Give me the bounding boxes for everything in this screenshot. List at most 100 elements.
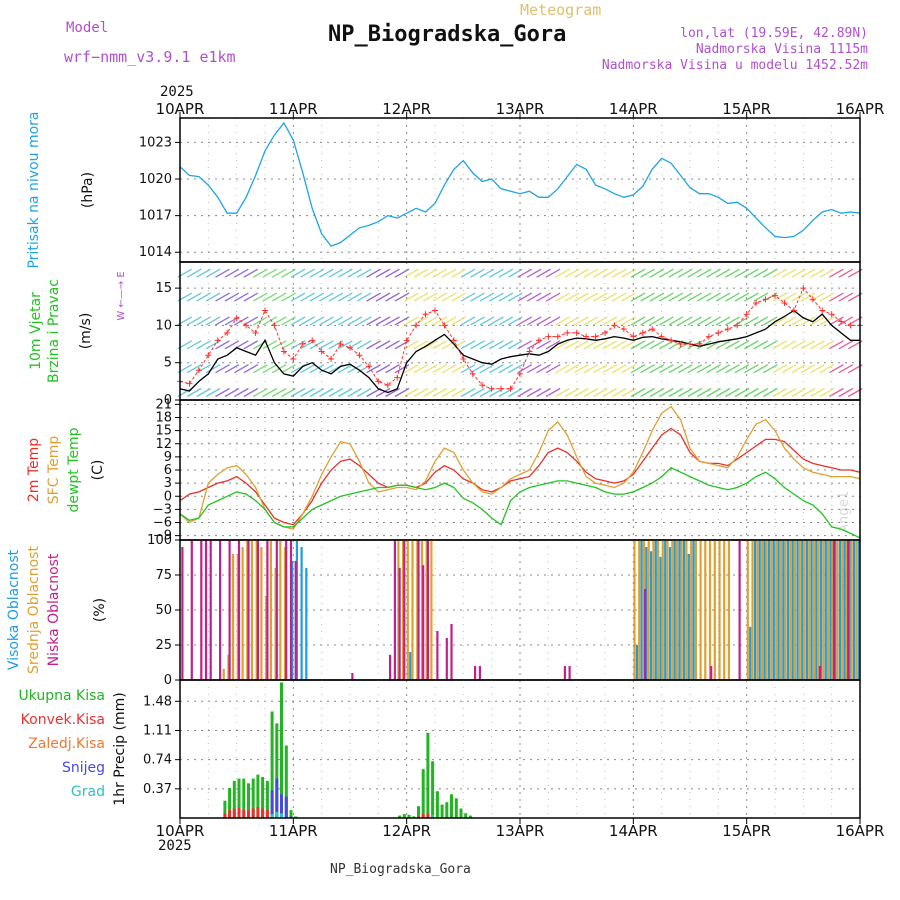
y-axis-label: SFC Temp [46, 436, 62, 505]
y-tick-label: 100 [147, 533, 172, 548]
bar-clouds [834, 540, 837, 680]
wind-barb [337, 268, 353, 278]
wind-barb [205, 268, 221, 278]
wind-barb [677, 292, 693, 302]
cloud-panel [175, 539, 861, 681]
wind-barb [545, 364, 561, 374]
gust-marker [460, 355, 467, 362]
wind-barb [583, 316, 599, 326]
precip-legend-grad: Grad [71, 784, 105, 800]
wind-barb [479, 340, 495, 350]
year-top: 2025 [160, 84, 194, 100]
wind-barb [838, 387, 854, 398]
gust-marker [243, 322, 250, 329]
bar-precip [275, 778, 279, 818]
gust-marker [365, 363, 372, 370]
bar-clouds [255, 540, 258, 680]
wind-barb [630, 364, 646, 374]
bar-clouds [708, 540, 712, 680]
bar-clouds [666, 540, 669, 680]
bar-precip [228, 788, 232, 818]
wind-barb [772, 316, 788, 326]
wind-barb [404, 364, 419, 374]
x-tick-label-bottom: 10APR [156, 822, 205, 840]
bar-clouds [411, 540, 414, 680]
y-tick-label: 75 [155, 568, 172, 583]
wind-barb [385, 364, 400, 374]
wind-barb [356, 316, 372, 326]
gust-marker [583, 333, 590, 340]
bar-clouds [803, 540, 806, 680]
wind-barb [489, 340, 504, 350]
wind-barb [526, 387, 542, 398]
wind-barb [564, 268, 580, 278]
wind-barb [640, 268, 655, 278]
bar-precip [232, 808, 236, 818]
bar-precip [421, 769, 425, 818]
wind-barb [640, 387, 655, 398]
gust-marker [224, 329, 231, 336]
wind-barb [413, 340, 429, 350]
wind-barb [460, 364, 476, 374]
bar-clouds [664, 540, 667, 680]
series-line-pressure [179, 121, 861, 247]
wind-barb [725, 292, 740, 302]
wind-barb [630, 268, 646, 278]
gust-marker [517, 370, 523, 377]
unit-label: (C) [90, 460, 106, 481]
bar-clouds [768, 540, 771, 680]
bar-clouds [801, 540, 804, 680]
wind-barb [347, 292, 363, 302]
bar-precip [280, 682, 283, 818]
bar-clouds [836, 540, 839, 680]
gust-marker [318, 348, 325, 355]
bar-precip [242, 810, 246, 818]
precip-legend-snijeg: Snijeg [62, 760, 105, 776]
gust-marker [715, 329, 722, 336]
wind-barb [234, 268, 249, 278]
wind-barb [753, 316, 769, 326]
gust-marker [432, 307, 438, 314]
wind-barb [545, 268, 561, 278]
bar-clouds [810, 540, 813, 680]
bar-clouds [568, 666, 571, 680]
wind-barb [470, 387, 485, 398]
bar-clouds [746, 540, 749, 680]
wind-barb [734, 292, 750, 302]
wind-barb [404, 316, 419, 326]
gust-marker [403, 337, 410, 344]
bar-precip [284, 745, 288, 818]
x-tick-label-top: 13APR [496, 100, 545, 118]
wind-barb [290, 268, 306, 278]
wind-barb [829, 340, 844, 350]
x-tick-label-top: 12APR [382, 100, 431, 118]
bar-clouds [829, 540, 832, 680]
wind-barb [224, 268, 240, 278]
wind-barb [526, 268, 542, 278]
wind-barb [819, 292, 835, 302]
gust-marker [705, 333, 712, 340]
wind-barb [800, 340, 816, 350]
wind-barb [337, 340, 353, 350]
wind-barb [772, 292, 788, 302]
wind-barb [659, 268, 674, 278]
gust-marker [205, 352, 212, 359]
wind-barb [262, 364, 278, 374]
wind-barb [309, 340, 325, 350]
bar-clouds [417, 540, 420, 680]
wind-barb [441, 268, 457, 278]
y-tick-label: 21 [155, 397, 172, 412]
wind-barb [451, 292, 466, 302]
wind-barb [205, 364, 221, 374]
wind-barb [696, 387, 712, 398]
pressure-panel [175, 117, 861, 263]
wind-barb [706, 387, 721, 398]
wind-barb [224, 364, 240, 374]
wind-barb [290, 316, 306, 326]
wind-barb [432, 268, 448, 278]
bar-clouds [650, 551, 653, 680]
bar-clouds [389, 654, 392, 680]
gust-marker [668, 337, 675, 344]
wind-barb [659, 364, 674, 374]
